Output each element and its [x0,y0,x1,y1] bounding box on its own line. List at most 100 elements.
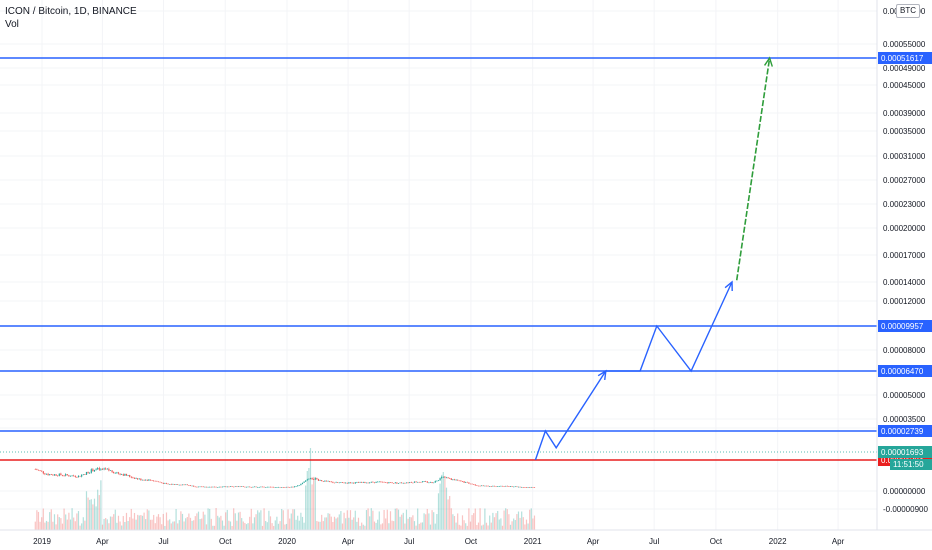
candle-body [41,470,43,472]
volume-bar [362,524,364,530]
volume-bar [469,521,472,530]
volume-bar [335,518,337,530]
volume-bar [415,525,417,530]
candle-body [284,487,286,488]
symbol-title[interactable]: ICON / Bitcoin, 1D, BINANCE [5,6,137,17]
volume-bar [181,513,184,530]
candle-body [68,475,70,477]
candle-body [391,482,393,484]
volume-bar [143,512,145,530]
candle-body [373,482,376,483]
volume-bar [170,523,172,530]
candle-body [241,486,243,487]
volume-bar [228,520,230,530]
volume-bar [401,514,403,530]
candle-body [469,483,472,485]
volume-bar [521,511,523,530]
volume-bar [261,525,264,530]
volume-bar [300,512,302,530]
target-arrow-line[interactable] [735,57,771,281]
volume-bar [85,491,88,530]
candle-body [213,486,216,488]
candle-body [113,471,115,474]
candle-body [58,473,60,476]
candle-body [372,481,374,483]
candle-body [228,486,230,488]
candle-body [298,485,300,486]
candle-body [385,482,387,483]
candle-body [433,482,435,484]
volume-bar [98,495,100,530]
candle-body [305,480,307,482]
volume-bar [444,477,446,530]
level-label-bg [878,425,932,437]
volume-bar [52,521,54,530]
candle-body [484,485,486,487]
volume-bar [482,524,484,530]
candle-body [220,486,222,488]
candle-body [354,482,356,484]
candle-body [265,487,267,488]
candle-body [461,481,464,482]
candle-body [274,487,276,488]
candle-body [202,486,204,488]
horizontal-levels[interactable] [0,57,877,461]
time-axis[interactable]: 2019 Apr Jul Oct 2020 Apr Jul Oct 2021 Apr Jul Oct 2… [33,537,845,546]
volume-bar [442,472,444,530]
volume-bar [130,508,132,530]
candle-body [217,487,219,488]
price-tick-label: 0.00027000 [883,176,926,185]
candle-body [506,485,508,487]
volume-bar [530,508,532,530]
volume-bar [457,513,459,530]
projection-zigzag[interactable] [534,281,733,461]
candle-body [173,484,176,485]
candle-body [231,486,233,487]
price-tick-label: 0.00045000 [883,81,926,90]
volume-bar [489,515,491,530]
candle-body [332,481,334,483]
candle-body [527,487,529,488]
level-label-bg [878,52,932,64]
projection-path[interactable] [534,56,773,461]
candle-body [418,481,420,483]
candle-body [468,482,470,484]
level-label-bg [878,365,932,377]
time-tick-label: Apr [96,537,109,546]
candle-body [45,473,48,475]
candle-body [516,486,518,488]
volume-bar [199,519,201,530]
candle-body [156,480,158,482]
volume-bar [55,524,57,530]
volume-bar [161,524,163,530]
volume-bar [452,514,454,530]
volume-bar [221,520,224,530]
candle-body [399,482,401,484]
candle-body [57,475,59,477]
volume-bar [474,508,476,530]
candle-body [449,478,451,479]
volume-bar [399,516,401,530]
candle-body [386,482,388,484]
level-label: 0.00002739 [881,427,924,436]
volume-bar [322,521,324,530]
volume-bar [409,516,411,530]
candle-body [471,483,473,485]
candle-body [519,486,521,488]
price-axis[interactable]: 0.000600000.000550000.000490000.00045000… [883,7,928,514]
currency-button[interactable]: BTC [896,4,920,18]
volume-bar [389,511,392,530]
volume-bar [365,510,368,530]
volume-bar [257,510,259,530]
candle-body [413,481,416,483]
volume-bar [156,516,158,530]
countdown-label: 11:51:50 [893,460,924,469]
time-tick-label: Oct [219,537,232,546]
candle-body [521,487,523,488]
volume-bar [293,509,296,530]
candle-body [61,475,64,476]
candle-body [71,475,73,477]
candle-body [324,480,326,482]
candle-body [460,480,462,482]
